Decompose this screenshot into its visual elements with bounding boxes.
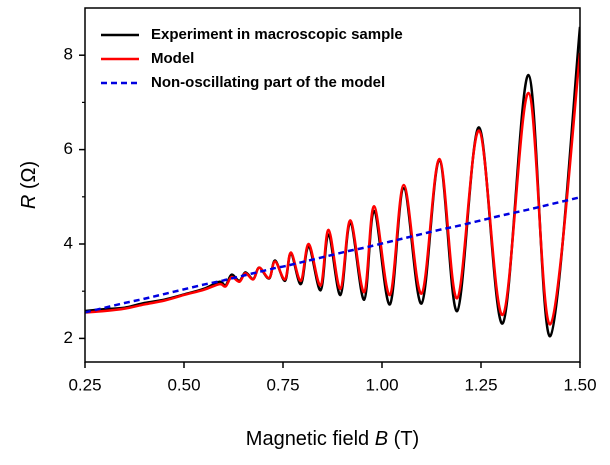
x-tick-label: 1.00	[365, 375, 398, 394]
y-tick-label: 6	[64, 139, 73, 158]
legend-label: Model	[151, 50, 194, 67]
x-axis-label-part: (T)	[394, 428, 420, 450]
x-axis-label-part: B	[375, 428, 388, 450]
y-tick-label: 2	[64, 328, 73, 347]
x-axis-label-part: Magnetic field	[246, 428, 369, 450]
x-tick-label: 0.25	[68, 375, 101, 394]
series-line	[85, 196, 580, 314]
plot-frame	[84, 7, 581, 363]
legend-label: Experiment in macroscopic sample	[151, 26, 403, 43]
y-tick-label: 8	[64, 45, 73, 64]
y-axis-label-part: R	[18, 195, 40, 209]
series-line	[85, 52, 580, 326]
y-axis-label-part: (Ω)	[18, 161, 40, 189]
y-axis-label: R (Ω)	[18, 161, 40, 209]
x-tick-label: 1.25	[464, 375, 497, 394]
x-tick-label: 0.75	[266, 375, 299, 394]
x-axis-label: Magnetic field B (T)	[246, 428, 419, 450]
x-tick-label: 0.50	[167, 375, 200, 394]
legend-label: Non-oscillating part of the model	[151, 74, 385, 91]
y-tick-label: 4	[64, 233, 73, 252]
x-tick-label: 1.50	[563, 375, 596, 394]
